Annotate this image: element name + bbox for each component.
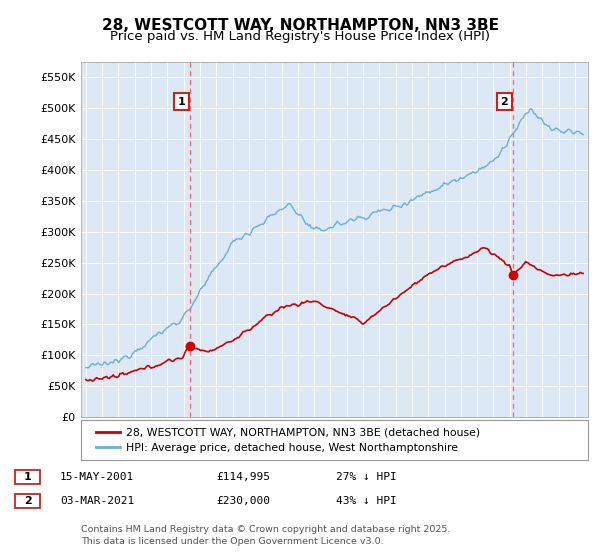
- Text: 28, WESTCOTT WAY, NORTHAMPTON, NN3 3BE: 28, WESTCOTT WAY, NORTHAMPTON, NN3 3BE: [101, 18, 499, 33]
- Text: 03-MAR-2021: 03-MAR-2021: [60, 496, 134, 506]
- Text: 43% ↓ HPI: 43% ↓ HPI: [336, 496, 397, 506]
- Legend: 28, WESTCOTT WAY, NORTHAMPTON, NN3 3BE (detached house), HPI: Average price, det: 28, WESTCOTT WAY, NORTHAMPTON, NN3 3BE (…: [91, 423, 485, 457]
- Text: 2: 2: [24, 496, 31, 506]
- Text: 15-MAY-2001: 15-MAY-2001: [60, 472, 134, 482]
- Text: 2: 2: [500, 97, 508, 107]
- Text: Price paid vs. HM Land Registry's House Price Index (HPI): Price paid vs. HM Land Registry's House …: [110, 30, 490, 43]
- Text: 1: 1: [178, 97, 185, 107]
- Text: £230,000: £230,000: [216, 496, 270, 506]
- Text: £114,995: £114,995: [216, 472, 270, 482]
- Text: Contains HM Land Registry data © Crown copyright and database right 2025.
This d: Contains HM Land Registry data © Crown c…: [81, 525, 451, 546]
- Text: 1: 1: [24, 472, 31, 482]
- Text: 27% ↓ HPI: 27% ↓ HPI: [336, 472, 397, 482]
